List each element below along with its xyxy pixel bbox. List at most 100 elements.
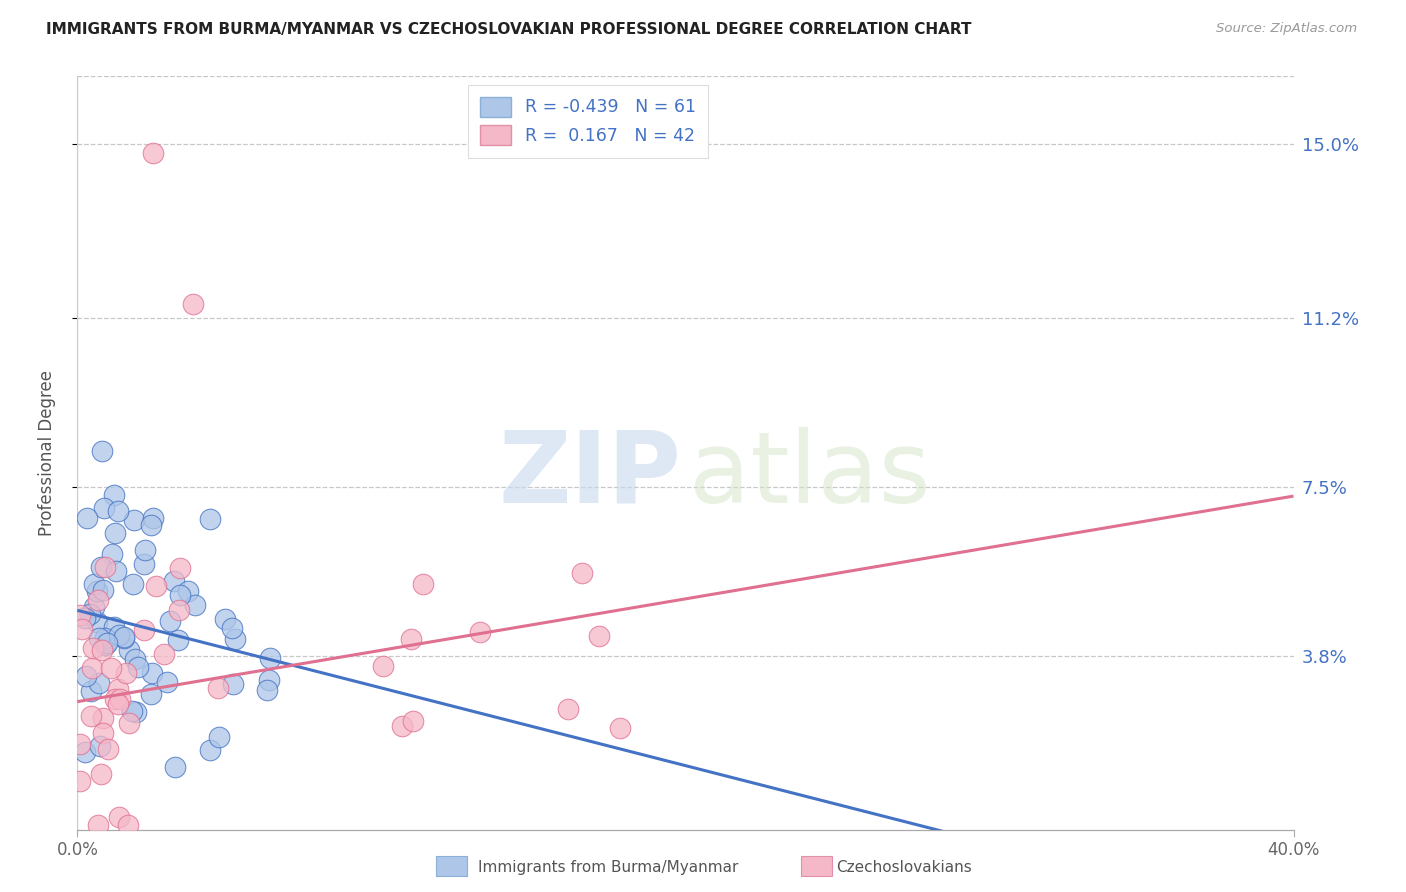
- Point: [141, 665, 163, 680]
- Point: [152, 647, 174, 661]
- Point: [214, 612, 236, 626]
- Point: [221, 621, 243, 635]
- Point: [134, 557, 156, 571]
- Point: [402, 714, 425, 729]
- Point: [91, 582, 114, 597]
- Point: [87, 818, 110, 832]
- Point: [107, 810, 129, 824]
- Point: [124, 652, 146, 666]
- Point: [69, 773, 91, 788]
- Point: [122, 513, 145, 527]
- Point: [90, 560, 112, 574]
- Point: [118, 715, 141, 730]
- Point: [73, 745, 96, 759]
- Text: Source: ZipAtlas.com: Source: ZipAtlas.com: [1216, 22, 1357, 36]
- Point: [609, 721, 631, 735]
- Point: [90, 643, 112, 657]
- Point: [125, 706, 148, 720]
- Point: [224, 632, 246, 647]
- Point: [159, 614, 181, 628]
- Point: [110, 692, 132, 706]
- Point: [139, 517, 162, 532]
- Point: [107, 681, 129, 696]
- Point: [198, 742, 221, 756]
- Point: [122, 577, 145, 591]
- Point: [86, 615, 108, 630]
- Point: [399, 632, 422, 646]
- Point: [169, 588, 191, 602]
- Point: [177, 583, 200, 598]
- Point: [107, 504, 129, 518]
- Point: [75, 669, 97, 683]
- Point: [391, 719, 413, 733]
- Point: [167, 603, 190, 617]
- Point: [87, 631, 110, 645]
- Point: [256, 683, 278, 698]
- Point: [115, 666, 138, 681]
- Text: Czechoslovakians: Czechoslovakians: [837, 860, 973, 874]
- Point: [207, 681, 229, 695]
- Point: [208, 730, 231, 744]
- Point: [132, 623, 155, 637]
- Point: [104, 525, 127, 540]
- Point: [103, 488, 125, 502]
- Point: [87, 592, 110, 607]
- Point: [222, 676, 245, 690]
- Point: [96, 632, 118, 647]
- Point: [69, 607, 91, 622]
- Text: IMMIGRANTS FROM BURMA/MYANMAR VS CZECHOSLOVAKIAN PROFESSIONAL DEGREE CORRELATION: IMMIGRANTS FROM BURMA/MYANMAR VS CZECHOS…: [46, 22, 972, 37]
- Point: [134, 543, 156, 558]
- Point: [91, 711, 114, 725]
- Point: [100, 661, 122, 675]
- Point: [112, 631, 135, 645]
- Point: [93, 500, 115, 515]
- Point: [165, 760, 187, 774]
- Point: [121, 704, 143, 718]
- Point: [169, 561, 191, 575]
- Point: [91, 726, 114, 740]
- Point: [108, 628, 131, 642]
- Point: [167, 633, 190, 648]
- Point: [79, 607, 101, 622]
- Point: [73, 611, 96, 625]
- Text: ZIP: ZIP: [499, 426, 682, 524]
- Point: [468, 624, 491, 639]
- Point: [90, 767, 112, 781]
- Point: [127, 660, 149, 674]
- Point: [96, 636, 118, 650]
- Point: [101, 547, 124, 561]
- Point: [118, 643, 141, 657]
- Point: [90, 444, 112, 458]
- Point: [198, 511, 221, 525]
- Point: [70, 622, 93, 636]
- Point: [142, 146, 165, 161]
- Point: [87, 676, 110, 690]
- Point: [82, 640, 104, 655]
- Point: [83, 599, 105, 614]
- Point: [412, 577, 434, 591]
- Point: [76, 511, 98, 525]
- Point: [104, 691, 127, 706]
- Point: [80, 683, 103, 698]
- Point: [142, 511, 165, 525]
- Point: [373, 659, 395, 673]
- Text: atlas: atlas: [689, 426, 931, 524]
- Legend: R = -0.439   N = 61, R =  0.167   N = 42: R = -0.439 N = 61, R = 0.167 N = 42: [468, 85, 709, 158]
- Y-axis label: Professional Degree: Professional Degree: [38, 369, 56, 536]
- Point: [112, 630, 135, 644]
- Point: [156, 675, 179, 690]
- Point: [103, 620, 125, 634]
- Point: [94, 560, 117, 574]
- Point: [117, 818, 139, 832]
- Point: [94, 631, 117, 645]
- Point: [257, 673, 280, 688]
- Point: [557, 702, 579, 716]
- Point: [82, 661, 104, 675]
- Point: [86, 583, 108, 598]
- Point: [105, 564, 128, 578]
- Point: [79, 709, 101, 723]
- Point: [69, 737, 91, 751]
- Text: Immigrants from Burma/Myanmar: Immigrants from Burma/Myanmar: [478, 860, 738, 874]
- Point: [89, 739, 111, 753]
- Point: [94, 638, 117, 652]
